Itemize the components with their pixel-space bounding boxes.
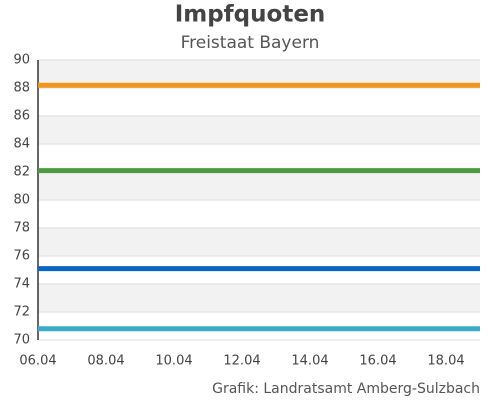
credit: Grafik: Landratsamt Amberg-Sulzbach bbox=[212, 381, 480, 397]
y-tick-label: 84 bbox=[13, 137, 30, 152]
y-tick-label: 72 bbox=[13, 305, 30, 320]
chart-title: Impfquoten bbox=[175, 2, 326, 28]
y-tick-label: 74 bbox=[13, 277, 30, 292]
chart-subtitle: Freistaat Bayern bbox=[181, 33, 320, 53]
y-tick-label: 90 bbox=[13, 53, 30, 68]
x-tick-label: 14.04 bbox=[291, 354, 328, 369]
x-tick-label: 06.04 bbox=[19, 354, 56, 369]
y-tick-label: 88 bbox=[13, 81, 30, 96]
y-tick-label: 80 bbox=[13, 193, 30, 208]
y-tick-label: 82 bbox=[13, 165, 30, 180]
grid-band bbox=[38, 172, 480, 200]
y-tick-label: 76 bbox=[13, 249, 30, 264]
y-tick-label: 78 bbox=[13, 221, 30, 236]
grid-band bbox=[38, 116, 480, 144]
x-tick-label: 12.04 bbox=[223, 354, 260, 369]
y-tick-label: 70 bbox=[13, 333, 30, 348]
y-tick-label: 86 bbox=[13, 109, 30, 124]
x-tick-label: 08.04 bbox=[87, 354, 124, 369]
grid-band bbox=[38, 284, 480, 312]
x-tick-label: 16.04 bbox=[359, 354, 396, 369]
x-tick-label: 18.04 bbox=[427, 354, 464, 369]
x-tick-label: 10.04 bbox=[155, 354, 192, 369]
grid-band bbox=[38, 228, 480, 256]
